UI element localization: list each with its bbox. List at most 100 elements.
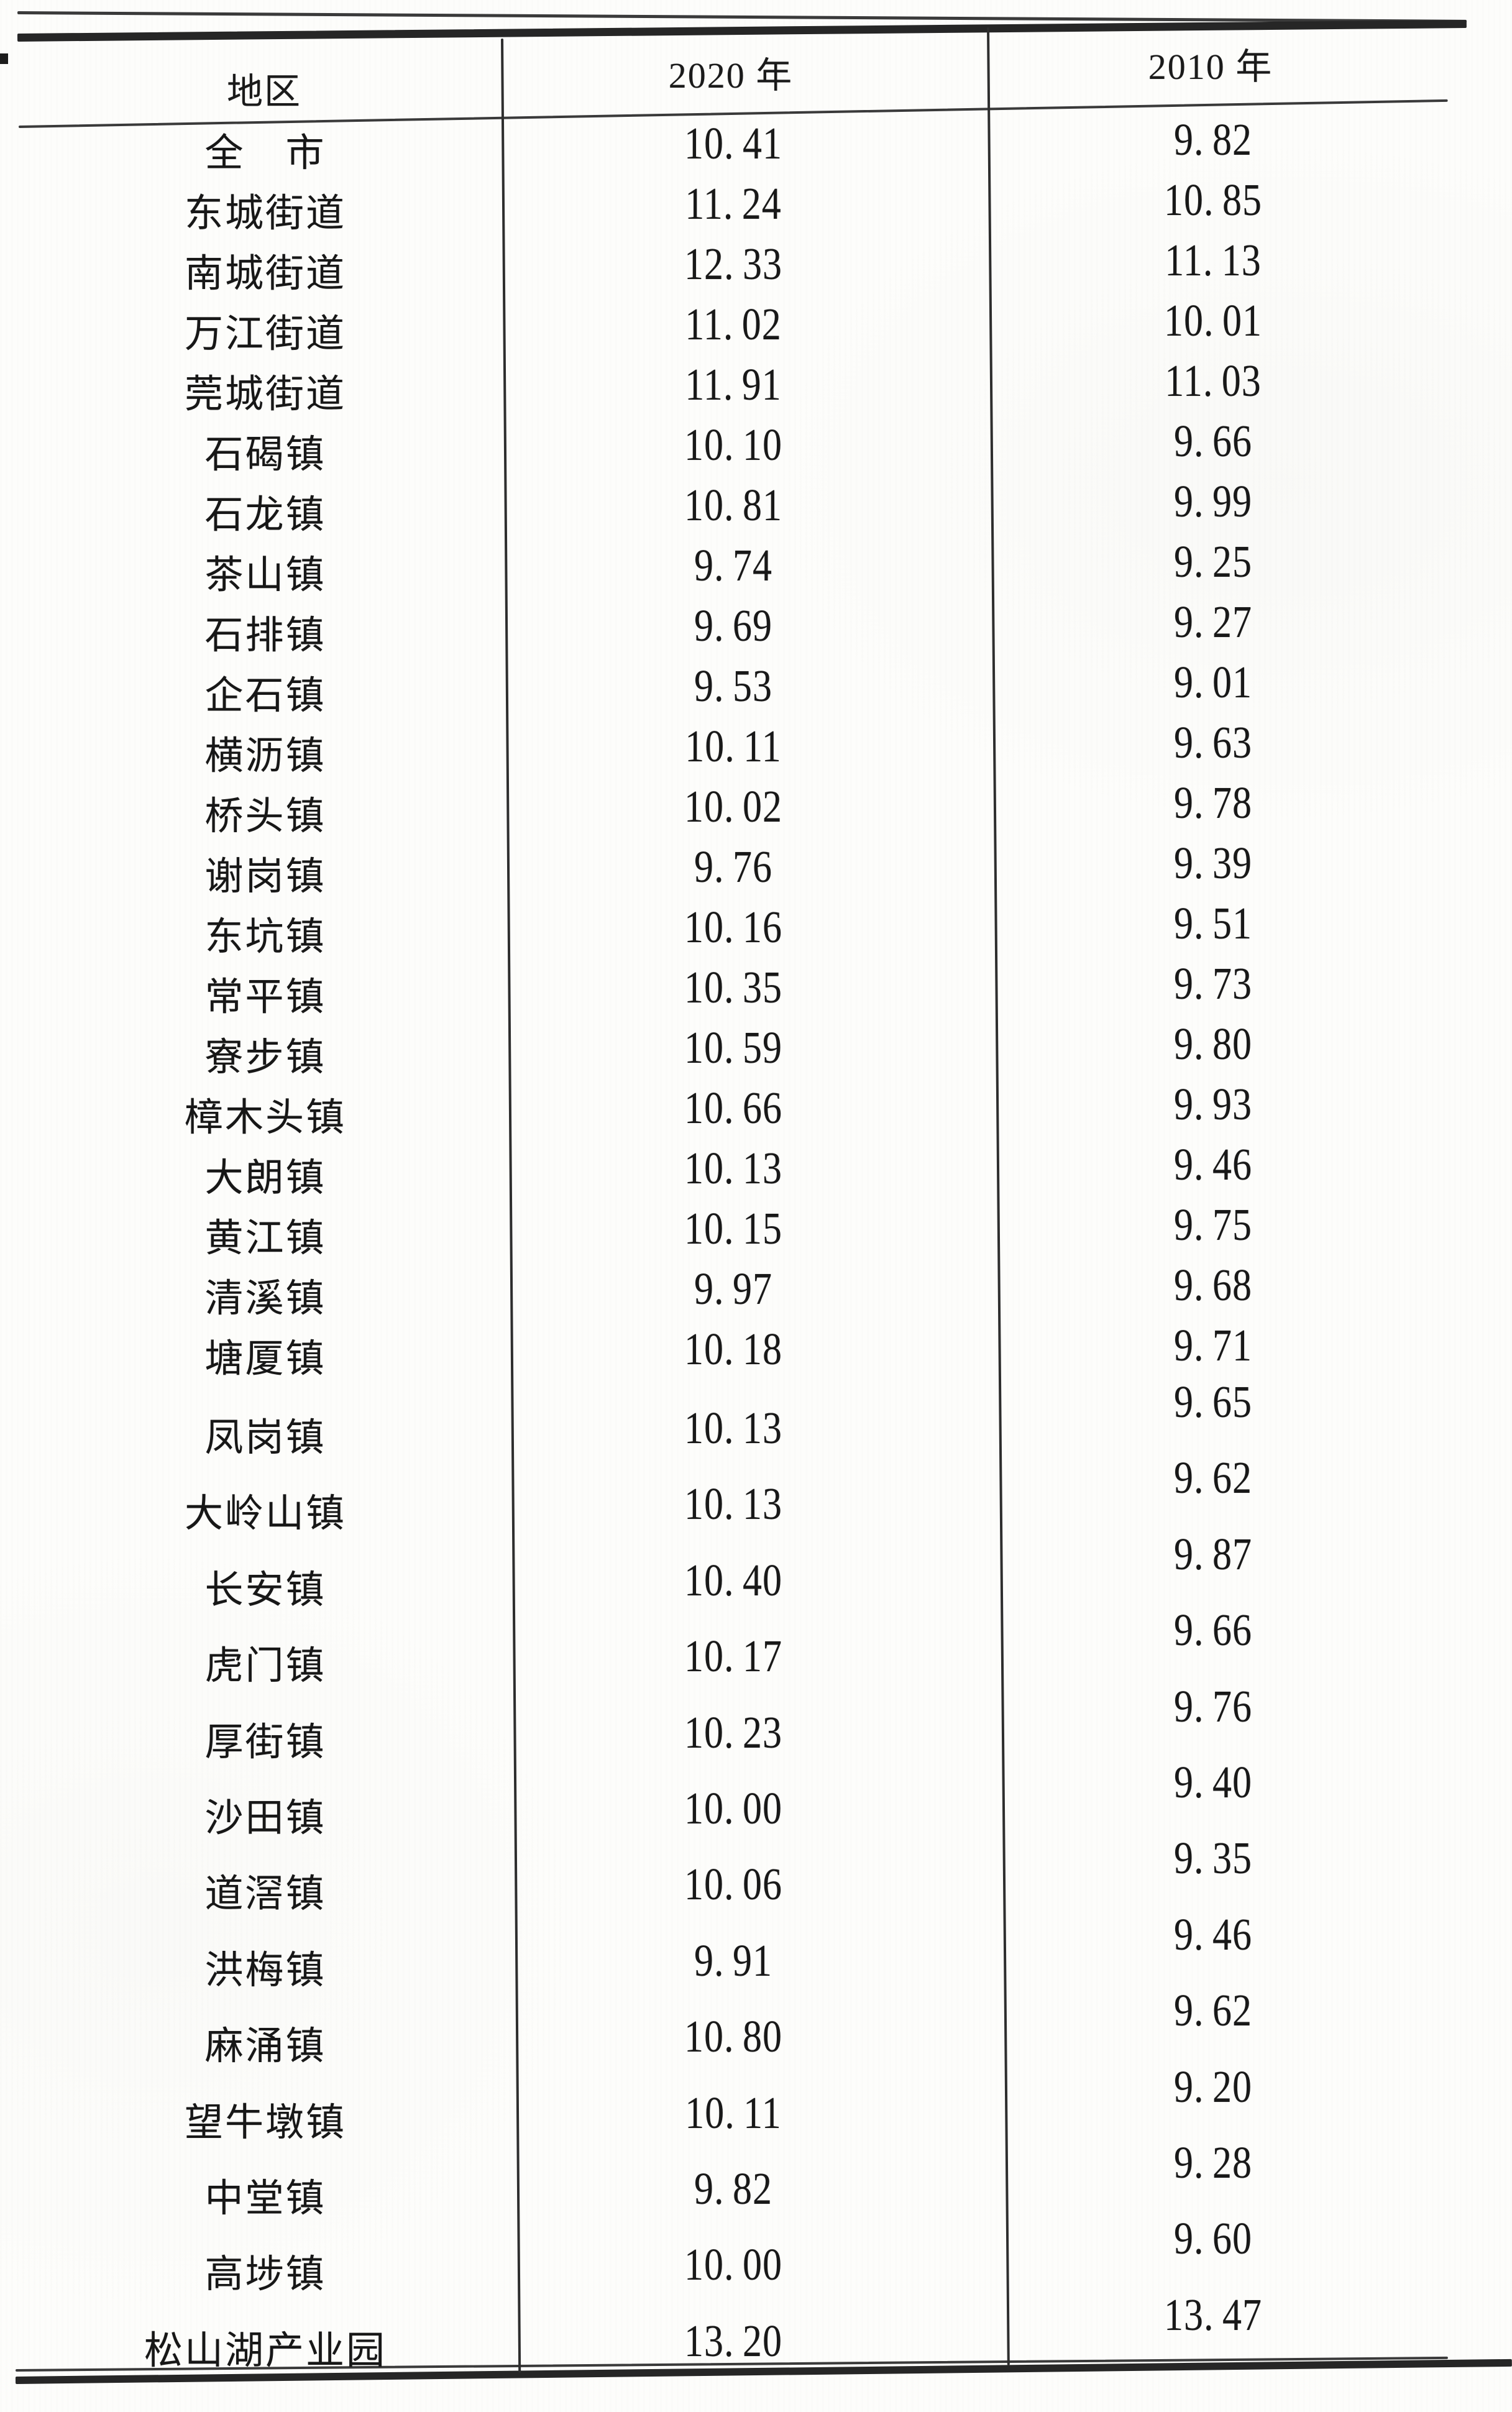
region-cell: 望牛墩镇 (184, 2101, 347, 2144)
value-2020-cell: 12. 33 (684, 239, 782, 290)
value-2020-cell: 9. 82 (694, 2164, 772, 2214)
region-cell: 东城街道 (184, 193, 347, 235)
region-cell: 松山湖产业园 (144, 2329, 387, 2372)
value-2020-cell: 10. 15 (684, 1204, 782, 1254)
value-2020-cell: 10. 18 (684, 1324, 782, 1375)
region-cell: 石龙镇 (204, 494, 326, 536)
value-2020-cell: 10. 23 (684, 1707, 782, 1758)
value-2010-cell: 9. 87 (1174, 1529, 1252, 1580)
region-cell: 谢岗镇 (204, 856, 326, 898)
column-header-2010: 2010 年 (1148, 47, 1273, 87)
value-2020-cell: 10. 59 (684, 1023, 782, 1073)
value-2010-cell: 9. 99 (1174, 477, 1252, 527)
value-2020-cell: 10. 40 (684, 1556, 782, 1606)
region-cell: 黄江镇 (204, 1217, 326, 1260)
value-2010-cell: 9. 35 (1174, 1833, 1252, 1884)
value-2010-cell: 9. 68 (1174, 1260, 1252, 1311)
value-2010-cell: 10. 85 (1164, 175, 1262, 226)
value-2010-cell: 9. 46 (1174, 1910, 1252, 1960)
region-cell: 塘厦镇 (204, 1338, 326, 1380)
value-2020-cell: 9. 53 (694, 661, 772, 712)
value-2010-cell: 9. 93 (1174, 1080, 1252, 1130)
region-cell: 石排镇 (204, 615, 326, 657)
value-2010-cell: 9. 76 (1174, 1681, 1252, 1732)
region-cell: 寮步镇 (204, 1037, 326, 1079)
value-2020-cell: 10. 41 (684, 119, 782, 169)
value-2020-cell: 11. 02 (685, 300, 782, 350)
region-cell: 樟木头镇 (184, 1097, 347, 1139)
value-2010-cell: 9. 80 (1174, 1019, 1252, 1070)
value-2010-cell: 9. 60 (1174, 2214, 1252, 2264)
region-cell: 清溪镇 (204, 1278, 326, 1320)
value-2010-cell: 9. 40 (1174, 1758, 1252, 1808)
value-2010-cell: 9. 62 (1174, 1453, 1252, 1503)
value-2020-cell: 11. 24 (685, 179, 782, 229)
value-2020-cell: 10. 00 (684, 1784, 782, 1834)
column-header-2020: 2020 年 (668, 55, 794, 96)
region-cell: 大岭山镇 (184, 1493, 347, 1536)
value-2020-cell: 10. 11 (685, 2088, 782, 2139)
value-2020-cell: 10. 35 (684, 963, 782, 1013)
value-2020-cell: 10. 13 (684, 1479, 782, 1529)
value-2020-cell: 9. 91 (694, 1936, 772, 1986)
value-2010-cell: 9. 28 (1174, 2138, 1252, 2188)
region-cell: 虎门镇 (204, 1645, 326, 1688)
value-2010-cell: 9. 27 (1174, 597, 1252, 648)
value-2010-cell: 9. 75 (1174, 1200, 1252, 1250)
value-2010-cell: 9. 01 (1174, 658, 1252, 708)
column-divider-1 (501, 38, 521, 2373)
value-2020-cell: 11. 91 (685, 360, 782, 410)
region-cell: 长安镇 (204, 1569, 326, 1612)
table-top-rule-thin (17, 11, 1467, 23)
value-2010-cell: 9. 25 (1174, 537, 1252, 587)
region-cell: 麻涌镇 (204, 2025, 326, 2068)
region-cell: 东坑镇 (204, 916, 326, 958)
region-cell: 中堂镇 (204, 2178, 326, 2220)
value-2020-cell: 10. 13 (684, 1403, 782, 1454)
value-2020-cell: 9. 97 (694, 1264, 772, 1314)
region-cell: 凤岗镇 (204, 1417, 326, 1459)
value-2010-cell: 9. 65 (1174, 1377, 1252, 1428)
value-2010-cell: 9. 73 (1174, 959, 1252, 1009)
value-2010-cell: 9. 82 (1174, 115, 1252, 165)
value-2020-cell: 10. 06 (684, 1859, 782, 1910)
value-2010-cell: 9. 62 (1174, 1986, 1252, 2036)
region-cell: 桥头镇 (204, 796, 326, 838)
region-cell: 横沥镇 (204, 735, 326, 777)
region-cell: 南城街道 (184, 253, 347, 295)
region-cell: 全 市 (204, 132, 326, 175)
region-cell: 沙田镇 (204, 1797, 326, 1840)
value-2020-cell: 9. 76 (694, 842, 772, 892)
value-2010-cell: 11. 03 (1165, 356, 1262, 406)
value-2020-cell: 10. 10 (684, 420, 782, 470)
value-2020-cell: 10. 00 (684, 2240, 782, 2290)
region-cell: 洪梅镇 (204, 1949, 326, 1992)
value-2010-cell: 9. 71 (1174, 1321, 1252, 1371)
region-cell: 道滘镇 (204, 1873, 326, 1916)
value-2010-cell: 9. 51 (1174, 899, 1252, 949)
value-2010-cell: 9. 46 (1174, 1140, 1252, 1190)
value-2010-cell: 9. 66 (1174, 416, 1252, 467)
region-cell: 石碣镇 (204, 434, 326, 476)
region-cell: 万江街道 (184, 313, 347, 355)
region-cell: 厚街镇 (204, 1721, 326, 1764)
region-cell: 企石镇 (204, 675, 326, 717)
value-2020-cell: 10. 80 (684, 2012, 782, 2062)
region-cell: 高埗镇 (204, 2254, 326, 2296)
region-cell: 茶山镇 (204, 554, 326, 597)
column-header-region: 地区 (226, 71, 302, 112)
region-cell: 莞城街道 (184, 374, 347, 416)
value-2010-cell: 11. 13 (1165, 236, 1262, 286)
value-2010-cell: 13. 47 (1164, 2290, 1262, 2341)
value-2020-cell: 10. 02 (684, 782, 782, 832)
value-2010-cell: 9. 63 (1174, 718, 1252, 768)
value-2020-cell: 10. 13 (684, 1144, 782, 1194)
value-2020-cell: 9. 74 (694, 541, 772, 591)
value-2020-cell: 10. 66 (684, 1083, 782, 1134)
value-2010-cell: 10. 01 (1164, 296, 1262, 346)
value-2020-cell: 10. 11 (685, 722, 782, 772)
value-2020-cell: 10. 81 (684, 480, 782, 531)
value-2020-cell: 9. 69 (694, 601, 772, 651)
scan-edge-mark (0, 53, 8, 64)
